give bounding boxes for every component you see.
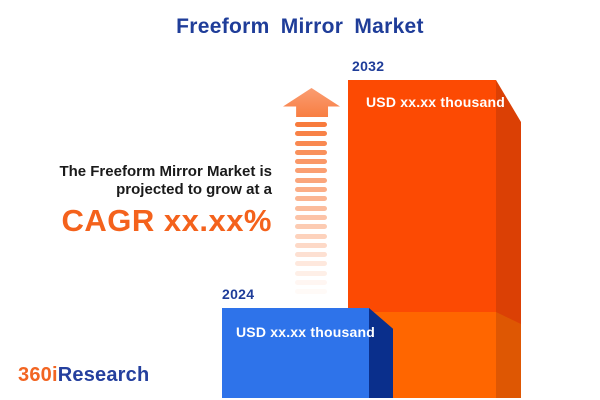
arrow-stripe (295, 140, 327, 146)
brand-logo-suffix: Research (57, 364, 150, 386)
arrow-stripe (295, 122, 327, 127)
arrow-stripe (295, 131, 327, 137)
arrow-stripe (295, 224, 327, 230)
bar-2032-baseline-overlay-side (496, 312, 521, 398)
arrow-stripe (295, 214, 327, 220)
page-title: Freeform Mirror Market (176, 15, 424, 38)
arrow-stripe (295, 289, 327, 295)
growth-arrow-stripes (295, 122, 327, 295)
arrow-stripe (295, 261, 327, 267)
annotation-line-2: projected to grow at a (116, 180, 272, 198)
brand-logo: 360iResearch (18, 364, 149, 387)
annotation-line-1: The Freeform Mirror Market is (59, 163, 272, 180)
arrow-stripe (295, 233, 327, 239)
arrow-stripe (295, 196, 327, 202)
bar-2024-year-label: 2024 (222, 286, 255, 302)
bar-2032-value-label: USD xx.xx thousand (366, 94, 505, 110)
bar-2024-front-face (222, 308, 369, 398)
arrow-stripe (295, 270, 327, 276)
arrow-stripe (295, 149, 327, 155)
arrow-stripe (295, 280, 327, 286)
arrow-stripe (295, 242, 327, 248)
bar-2024-value-label: USD xx.xx thousand (236, 324, 375, 340)
arrow-stripe (295, 159, 327, 165)
bar-2032-year-label: 2032 (352, 58, 385, 74)
cagr-value: CAGR xx.xx% (61, 203, 272, 238)
arrow-stripe (295, 187, 327, 193)
growth-up-arrow-icon (283, 88, 340, 117)
arrow-stripe (295, 205, 327, 211)
arrow-stripe (295, 177, 327, 183)
arrow-stripe (295, 168, 327, 174)
arrow-stripe (295, 252, 327, 258)
brand-logo-prefix: 360i (18, 364, 58, 386)
growth-annotation: The Freeform Mirror Market is projected … (59, 163, 272, 239)
